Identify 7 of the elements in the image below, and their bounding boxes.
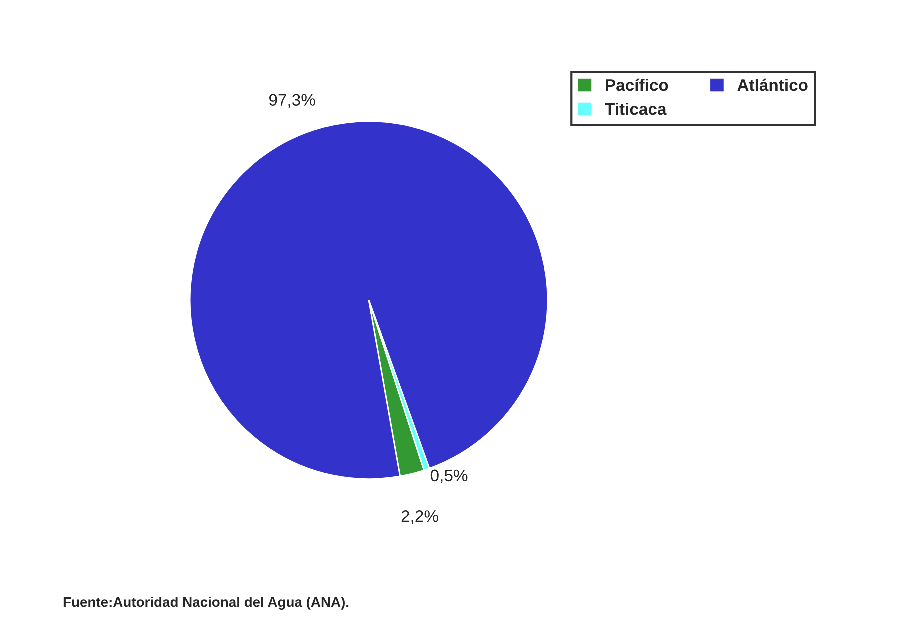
data-label: 2,2% [402, 510, 438, 524]
source-note: Fuente:Autoridad Nacional del Agua (ANA). [64, 596, 349, 610]
data-label: 97,3% [269, 94, 316, 108]
legend-label: Titicaca [605, 102, 667, 116]
legend-label: Atlántico [738, 78, 808, 92]
data-label: 0,5% [430, 470, 468, 484]
legend-label: Pacífico [606, 78, 668, 92]
